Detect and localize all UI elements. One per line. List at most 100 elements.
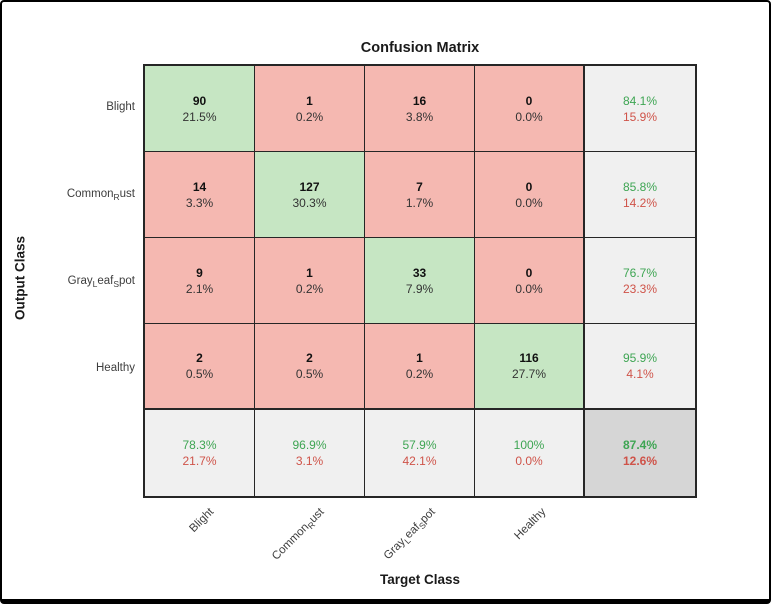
matrix-cell-r0c3: 0 0.0% [475, 66, 585, 152]
matrix-cell-r0c1: 1 0.2% [255, 66, 365, 152]
cell-count: 1 [306, 93, 313, 108]
matrix-cell-r0c2: 16 3.8% [365, 66, 475, 152]
matrix-cell-r1c0: 14 3.3% [145, 152, 255, 238]
cell-count: 14 [192, 179, 207, 194]
summary-good-percent: 57.9% [402, 438, 437, 452]
summary-bad-percent: 42.1% [402, 454, 437, 468]
matrix-cell-r3c2: 1 0.2% [365, 324, 475, 410]
label-text: Healthy [96, 361, 135, 374]
cell-count: 33 [412, 265, 427, 280]
cell-percent: 3.8% [405, 109, 434, 124]
matrix-cell-r2c3: 0 0.0% [475, 238, 585, 324]
cell-percent: 0.2% [295, 109, 324, 124]
summary-bad-percent: 15.9% [622, 109, 658, 124]
summary-bad-percent: 21.7% [182, 454, 217, 468]
cell-percent: 7.9% [405, 281, 434, 296]
matrix-cell-r2c1: 1 0.2% [255, 238, 365, 324]
overall-bad-percent: 12.6% [622, 454, 658, 468]
label-text: Common [270, 521, 312, 563]
col-summary-cell-1: 96.9% 3.1% [255, 410, 365, 496]
cell-percent: 30.3% [292, 195, 327, 210]
summary-good-percent: 96.9% [292, 438, 327, 452]
row-summary-cell-1: 85.8% 14.2% [585, 152, 695, 238]
label-text: ust [119, 188, 135, 201]
row-label-Healthy: Healthy [96, 362, 135, 374]
row-summary-cell-0: 84.1% 15.9% [585, 66, 695, 152]
overall-good-percent: 87.4% [622, 438, 658, 452]
summary-good-percent: 100% [513, 438, 545, 452]
summary-bad-percent: 23.3% [622, 281, 658, 296]
cell-percent: 0.0% [515, 281, 543, 296]
cell-count: 116 [519, 351, 539, 365]
cell-percent: 0.0% [515, 195, 543, 210]
chart-title: Confusion Matrix [360, 40, 480, 56]
col-label-Healthy: Healthy [512, 506, 548, 542]
label-text: Healthy [512, 506, 549, 543]
col-summary-cell-2: 57.9% 42.1% [365, 410, 475, 496]
label-subscript: S [113, 279, 119, 289]
row-label-Blight: Blight [106, 101, 135, 113]
cell-count: 1 [306, 265, 313, 280]
cell-percent: 0.2% [295, 281, 324, 296]
col-label-Blight: Blight [187, 506, 216, 535]
cell-percent: 0.5% [185, 367, 214, 381]
cell-count: 16 [412, 93, 427, 108]
cell-count: 2 [306, 351, 313, 365]
overall-accuracy-cell: 87.4% 12.6% [585, 410, 695, 496]
label-subscript: R [113, 192, 120, 203]
cell-count: 0 [525, 179, 533, 194]
confusion-matrix-grid: 90 21.5% 1 0.2% 16 3.8% 0 0.0% 84.1% 15.9% 14 3.3% 1… [143, 64, 697, 498]
cell-count: 9 [196, 265, 203, 280]
cell-percent: 27.7% [511, 367, 547, 381]
label-text: Gray [67, 275, 93, 287]
cell-percent: 3.3% [185, 195, 214, 210]
label-text: Blight [187, 506, 216, 535]
cell-percent: 21.5% [182, 109, 217, 124]
matrix-cell-r1c3: 0 0.0% [475, 152, 585, 238]
row-summary-cell-3: 95.9% 4.1% [585, 324, 695, 410]
matrix-cell-r0c0: 90 21.5% [145, 66, 255, 152]
matrix-cell-r3c3: 116 27.7% [475, 324, 585, 410]
cell-percent: 0.5% [295, 367, 324, 381]
cell-percent: 0.2% [405, 367, 434, 381]
summary-good-percent: 78.3% [182, 438, 217, 452]
x-axis-label: Target Class [379, 572, 461, 587]
summary-good-percent: 95.9% [622, 351, 658, 365]
matrix-cell-r1c1: 127 30.3% [255, 152, 365, 238]
row-summary-cell-2: 76.7% 23.3% [585, 238, 695, 324]
row-label-Common_Rust: CommonRust [66, 188, 135, 203]
cell-count: 1 [416, 351, 423, 365]
cell-percent: 2.1% [185, 281, 214, 296]
cell-count: 2 [196, 351, 203, 365]
summary-good-percent: 76.7% [622, 265, 658, 280]
matrix-cell-r3c0: 2 0.5% [145, 324, 255, 410]
summary-bad-percent: 4.1% [626, 367, 654, 381]
cell-count: 127 [299, 179, 320, 194]
label-subscript: L [92, 279, 98, 289]
matrix-cell-r2c0: 9 2.1% [145, 238, 255, 324]
label-text: Blight [106, 101, 135, 114]
summary-good-percent: 85.8% [622, 179, 658, 194]
col-summary-cell-0: 78.3% 21.7% [145, 410, 255, 496]
col-label-Gray_Leaf_Spot: GrayLeafSpot [381, 506, 437, 562]
matrix-cell-r2c2: 33 7.9% [365, 238, 475, 324]
cell-percent: 1.7% [405, 195, 434, 210]
summary-bad-percent: 0.0% [515, 454, 543, 468]
cell-count: 90 [192, 93, 207, 108]
summary-good-percent: 84.1% [622, 93, 658, 108]
cell-percent: 0.0% [515, 109, 543, 124]
summary-bad-percent: 3.1% [295, 454, 324, 468]
label-text: Common [66, 188, 114, 201]
cell-count: 0 [525, 93, 533, 108]
matrix-cell-r3c1: 2 0.5% [255, 324, 365, 410]
col-label-Common_Rust: CommonRust [270, 506, 327, 563]
matrix-cell-r1c2: 7 1.7% [365, 152, 475, 238]
label-text: eaf [97, 275, 114, 287]
cell-count: 0 [525, 265, 533, 280]
label-text: pot [119, 275, 135, 287]
cell-count: 7 [416, 179, 423, 194]
col-summary-cell-3: 100% 0.0% [475, 410, 585, 496]
y-axis-label: Output Class [12, 235, 28, 321]
summary-bad-percent: 14.2% [622, 195, 658, 210]
